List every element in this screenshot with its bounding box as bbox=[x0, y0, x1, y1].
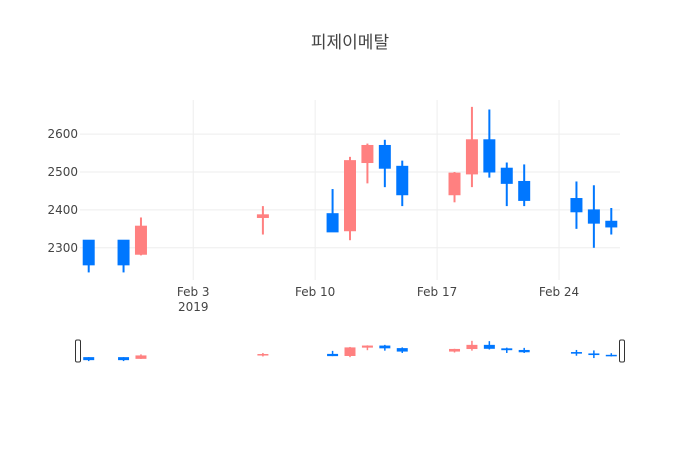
mini-candle-body bbox=[466, 344, 478, 350]
candle-body bbox=[82, 239, 95, 266]
mini-candle bbox=[588, 350, 600, 359]
candle bbox=[326, 189, 339, 233]
x-tick-label: Feb 17 bbox=[417, 285, 457, 299]
candles bbox=[82, 106, 618, 273]
mini-candle bbox=[379, 344, 391, 351]
candle bbox=[605, 208, 618, 235]
y-tick: 2400 bbox=[47, 203, 78, 217]
range-slider[interactable] bbox=[75, 339, 625, 363]
mini-candle bbox=[466, 340, 478, 351]
x-tick-label: Feb 3 bbox=[177, 285, 210, 299]
mini-candle bbox=[327, 350, 339, 357]
range-slider-handles[interactable] bbox=[75, 339, 625, 363]
candle-body bbox=[605, 220, 618, 228]
candle-body bbox=[256, 214, 269, 218]
candle-body bbox=[326, 213, 339, 233]
mini-candle-body bbox=[327, 353, 339, 357]
mini-candle-body bbox=[588, 353, 600, 356]
candle bbox=[361, 143, 374, 184]
candle bbox=[518, 164, 531, 207]
mini-candle-body bbox=[135, 355, 147, 359]
x-tick: Feb 10 bbox=[295, 285, 335, 299]
candle-body bbox=[587, 209, 600, 224]
range-slider-candles bbox=[83, 340, 617, 362]
mini-candle bbox=[118, 357, 130, 362]
y-tick: 2300 bbox=[47, 241, 78, 255]
mini-candle-body bbox=[379, 345, 391, 349]
candle bbox=[465, 106, 478, 188]
mini-candle bbox=[344, 346, 356, 358]
candle-body bbox=[518, 180, 531, 201]
candle bbox=[344, 156, 356, 241]
candle-body bbox=[570, 198, 583, 213]
candle bbox=[448, 172, 461, 203]
mini-candle bbox=[396, 347, 408, 353]
candle bbox=[134, 217, 147, 256]
candle-body bbox=[448, 172, 461, 196]
x-tick: Feb 24 bbox=[539, 285, 579, 299]
mini-candle-body bbox=[361, 345, 373, 348]
mini-candle bbox=[518, 347, 530, 353]
y-tick: 2600 bbox=[47, 127, 78, 141]
y-tick-label: 2600 bbox=[47, 127, 78, 141]
chart-title: 피제이메탈 bbox=[311, 33, 390, 53]
candle bbox=[587, 185, 600, 248]
candle-body bbox=[361, 144, 374, 164]
mini-candle-body bbox=[83, 357, 95, 361]
candle-body bbox=[483, 139, 496, 173]
mini-candle-body bbox=[396, 348, 408, 352]
mini-candle bbox=[483, 341, 495, 350]
mini-candle bbox=[361, 345, 373, 351]
mini-candle bbox=[83, 357, 95, 362]
range-slider-left-handle[interactable] bbox=[75, 339, 81, 363]
mini-candle bbox=[135, 354, 147, 359]
y-tick-label: 2300 bbox=[47, 241, 78, 255]
mini-candle bbox=[257, 352, 269, 357]
mini-candle-body bbox=[344, 347, 356, 356]
mini-candle bbox=[501, 347, 513, 353]
mini-candle-body bbox=[483, 344, 495, 349]
candle-body bbox=[465, 139, 478, 175]
candle bbox=[570, 181, 583, 229]
mini-candle-body bbox=[570, 352, 582, 354]
candle-body bbox=[500, 167, 513, 184]
x-tick-label: Feb 10 bbox=[295, 285, 335, 299]
mini-candle bbox=[449, 348, 461, 353]
mini-candle-body bbox=[118, 357, 130, 361]
candle-body bbox=[134, 225, 147, 255]
candle bbox=[500, 162, 513, 207]
candle bbox=[256, 206, 269, 235]
candle bbox=[117, 239, 130, 273]
candle bbox=[483, 109, 496, 178]
x-tick-sublabel: 2019 bbox=[178, 300, 209, 314]
range-slider-right-handle[interactable] bbox=[619, 339, 625, 363]
mini-candle-body bbox=[257, 354, 269, 356]
mini-candle bbox=[570, 349, 582, 356]
candle-body bbox=[378, 144, 391, 169]
candle bbox=[378, 139, 391, 188]
mini-candle-body bbox=[605, 354, 617, 357]
candle bbox=[396, 160, 409, 207]
mini-candle-body bbox=[518, 349, 530, 353]
mini-candle-body bbox=[501, 348, 513, 351]
x-tick-label: Feb 24 bbox=[539, 285, 579, 299]
y-axis-ticks: 2300 2400 2500 2600 bbox=[47, 127, 78, 255]
x-tick: Feb 17 bbox=[417, 285, 457, 299]
candle bbox=[82, 239, 95, 273]
mini-candle bbox=[605, 353, 617, 357]
mini-candle-body bbox=[449, 348, 461, 352]
y-tick: 2500 bbox=[47, 165, 78, 179]
candle-body bbox=[117, 239, 130, 266]
candle-body bbox=[396, 165, 409, 196]
y-tick-label: 2500 bbox=[47, 165, 78, 179]
candle-body bbox=[344, 160, 356, 232]
y-tick-label: 2400 bbox=[47, 203, 78, 217]
